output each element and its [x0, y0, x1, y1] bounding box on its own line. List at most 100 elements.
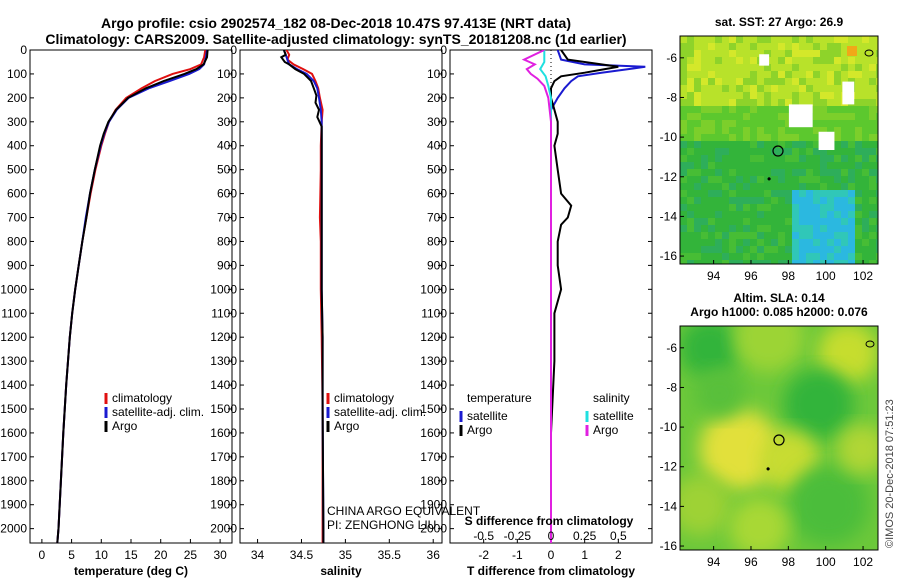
sst-cell: [876, 43, 878, 50]
sst-cell: [701, 71, 708, 78]
depth-tick-label: 2000: [210, 522, 237, 536]
sst-cell: [799, 190, 806, 197]
sst-cell: [750, 246, 757, 253]
depth-tick-label: 1300: [210, 354, 237, 368]
sst-cell: [680, 169, 687, 176]
sst-cell: [778, 106, 785, 113]
sst-cell: [869, 225, 876, 232]
depth-tick-label: 1900: [420, 498, 447, 512]
sst-cell: [834, 239, 841, 246]
sst-cell: [855, 106, 862, 113]
sst-cell: [680, 57, 687, 64]
sst-cell: [680, 260, 687, 264]
sst-cell: [715, 120, 722, 127]
sst-cell: [757, 211, 764, 218]
sst-cell: [743, 106, 750, 113]
sst-cell: [771, 78, 778, 85]
sst-cell: [729, 50, 736, 57]
sst-cell: [750, 106, 757, 113]
sst-cell: [708, 162, 715, 169]
sst-cell: [792, 183, 799, 190]
sst-cell: [827, 169, 834, 176]
sst-cell: [715, 246, 722, 253]
sst-cell: [694, 225, 701, 232]
sst-cell: [792, 134, 799, 141]
sst-cell: [757, 246, 764, 253]
depth-tick-label: 200: [217, 91, 237, 105]
sst-cell: [792, 197, 799, 204]
sst-cell: [736, 92, 743, 99]
sst-cell: [778, 120, 785, 127]
sst-cell: [813, 253, 820, 260]
sst-cell: [687, 183, 694, 190]
sst-cell: [806, 169, 813, 176]
sst-cell: [862, 78, 869, 85]
sst-cell: [855, 113, 862, 120]
sst-cell: [869, 169, 876, 176]
sst-cell: [813, 260, 820, 264]
sst-cell: [827, 106, 834, 113]
depth-tick-label: 500: [427, 163, 447, 177]
sst-cell: [848, 204, 855, 211]
sst-cell: [701, 92, 708, 99]
sst-cell: [764, 169, 771, 176]
sst-cell: [722, 204, 729, 211]
sst-cell: [736, 134, 743, 141]
sst-cell: [729, 106, 736, 113]
sst-cell: [722, 260, 729, 264]
x-tick-label-temperature: 0: [39, 548, 46, 562]
sst-cell: [862, 239, 869, 246]
sst-cell: [855, 64, 862, 71]
sst-cell: [834, 71, 841, 78]
sst-cell: [715, 260, 722, 264]
sst-cell: [680, 106, 687, 113]
sst-cell: [778, 197, 785, 204]
sst-cell: [778, 141, 785, 148]
sst-cell: [764, 162, 771, 169]
sst-cell: [771, 113, 778, 120]
sst-cell: [680, 246, 687, 253]
sst-cell: [855, 134, 862, 141]
sst-cell: [785, 78, 792, 85]
sst-cell: [764, 239, 771, 246]
sst-cell: [722, 225, 729, 232]
sst-cell: [855, 127, 862, 134]
sst-cell: [764, 78, 771, 85]
sst-cell: [799, 99, 806, 106]
plot-frame-salinity: [239, 49, 443, 544]
sst-cell: [743, 78, 750, 85]
sst-cell: [820, 148, 827, 155]
x-tick-label-temperature: 25: [184, 548, 198, 562]
sst-cell: [736, 36, 743, 43]
sst-cell: [694, 148, 701, 155]
sst-cell: [701, 148, 708, 155]
sst-cell: [771, 169, 778, 176]
sst-cell: [785, 253, 792, 260]
sst-cell: [834, 260, 841, 264]
sst-cell: [855, 162, 862, 169]
sst-cell: [750, 169, 757, 176]
sst-cell: [862, 197, 869, 204]
sst-cell: [806, 99, 813, 106]
sst-cell: [799, 148, 806, 155]
sst-cell: [722, 211, 729, 218]
sst-cell: [792, 155, 799, 162]
sst-cell: [862, 204, 869, 211]
sst-cell: [694, 113, 701, 120]
sst-cell: [813, 218, 820, 225]
sst-cell: [701, 113, 708, 120]
sst-cell: [813, 78, 820, 85]
depth-tick-label: 100: [217, 67, 237, 81]
sst-cell: [834, 148, 841, 155]
depth-tick-label: 1200: [420, 330, 447, 344]
sst-cell: [869, 141, 876, 148]
depth-tick-label: 1200: [0, 330, 27, 344]
sst-cell: [806, 141, 813, 148]
sst-cell: [722, 36, 729, 43]
sst-cell: [799, 176, 806, 183]
sst-cell: [834, 225, 841, 232]
sst-cell: [806, 50, 813, 57]
sst-cell: [736, 232, 743, 239]
sst-cell: [778, 43, 785, 50]
sst-cell: [834, 57, 841, 64]
